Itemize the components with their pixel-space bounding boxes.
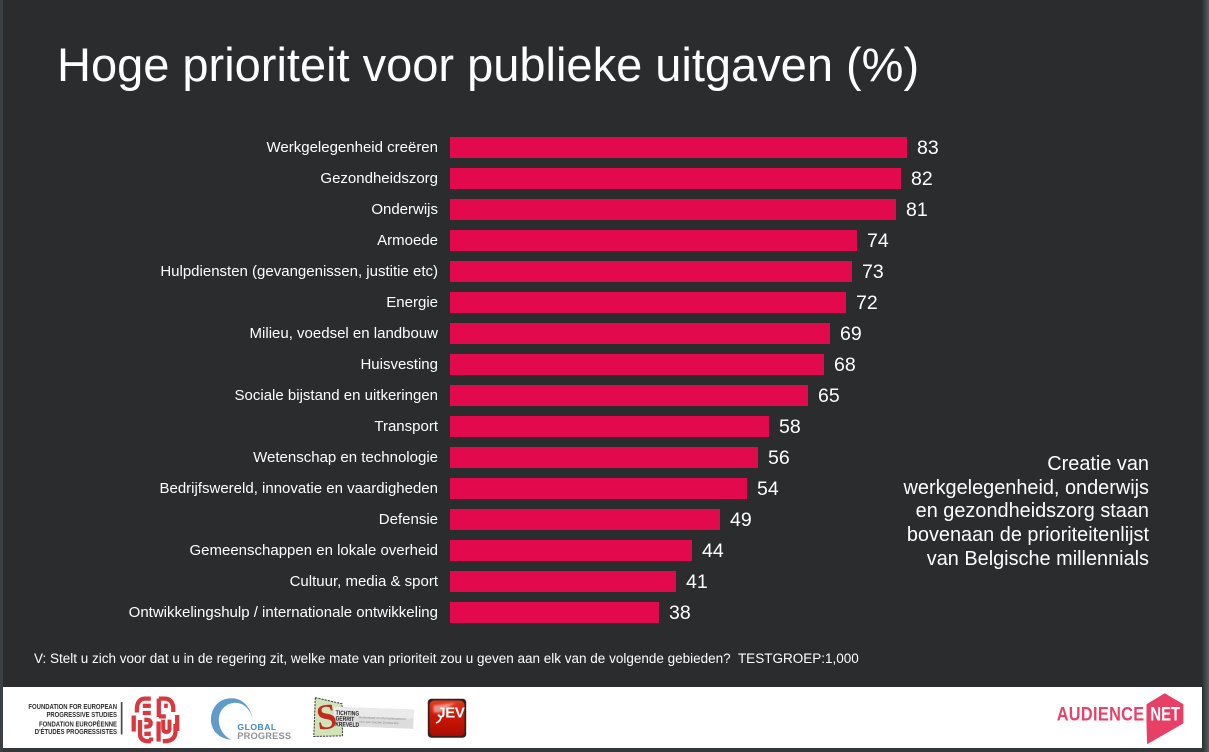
- svg-text:KREVELD: KREVELD: [335, 722, 359, 730]
- svg-text:Beukenlaan en Informatiecentru: Beukenlaan en Informatiecentrum: [359, 715, 406, 721]
- svg-text:PROGRESS: PROGRESS: [237, 731, 291, 741]
- svg-text:GLOBAL: GLOBAL: [237, 722, 276, 732]
- svg-text:JEV: JEV: [437, 704, 465, 721]
- svg-text:TICHTING: TICHTING: [336, 710, 360, 718]
- svg-text:NET: NET: [1150, 702, 1180, 725]
- svg-text:GERRIT: GERRIT: [335, 716, 354, 723]
- svg-text:AUDIENCE: AUDIENCE: [1057, 703, 1145, 725]
- svg-text:FONDATION EUROPÉENNE: FONDATION EUROPÉENNE: [39, 719, 118, 729]
- svg-text:PROGRESSIVE STUDIES: PROGRESSIVE STUDIES: [46, 712, 117, 720]
- svg-text:voor een Sociale Democratie: voor een Sociale Democratie: [359, 720, 399, 726]
- svg-text:FOUNDATION FOR EUROPEAN: FOUNDATION FOR EUROPEAN: [28, 703, 117, 711]
- svg-text:D'ÉTUDES PROGRESSISTES: D'ÉTUDES PROGRESSISTES: [35, 726, 118, 736]
